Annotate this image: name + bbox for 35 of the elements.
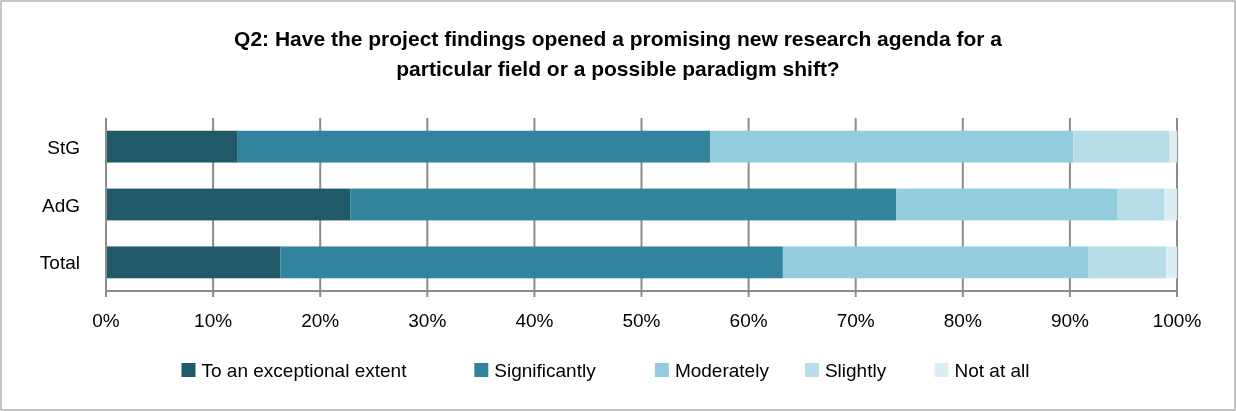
bar (237, 130, 711, 163)
legend-label: Not at all (954, 360, 1030, 381)
y-tick-label: AdG (41, 194, 80, 216)
x-tick-label: 0% (92, 310, 120, 331)
x-tick-label: 60% (729, 310, 768, 331)
bar (1088, 246, 1167, 279)
x-tick-label: 50% (622, 310, 661, 331)
bar (106, 130, 238, 163)
legend-label: To an exceptional extent (201, 360, 408, 381)
x-tick-label: 10% (194, 310, 233, 331)
bar (1117, 188, 1165, 221)
chart-title: Q2: Have the project findings opened a promising new research agenda for a particular field or a possible paradigm shift? (234, 27, 1003, 80)
legend-label: Moderately (674, 360, 770, 381)
x-tick-label: 30% (408, 310, 447, 331)
x-tick-label: 80% (943, 310, 982, 331)
bar (896, 188, 1118, 221)
y-tick-label: Total (39, 252, 80, 274)
bar (1169, 130, 1177, 163)
bar (1073, 130, 1170, 163)
bar (106, 246, 281, 279)
x-tick-label: 40% (515, 310, 554, 331)
legend-label: Slightly (824, 360, 887, 381)
bar (1164, 188, 1177, 221)
bar (280, 246, 783, 279)
bar (1166, 246, 1177, 279)
x-tick-label: 90% (1050, 310, 1090, 331)
legend-label: Significantly (494, 360, 597, 381)
bar (350, 188, 897, 221)
bar (782, 246, 1089, 279)
bar (106, 188, 351, 221)
x-tick-label: 100% (1152, 310, 1202, 331)
bar (710, 130, 1074, 163)
x-tick-label: 20% (301, 310, 340, 331)
y-tick-label: StG (47, 136, 80, 158)
x-tick-label: 70% (836, 310, 875, 331)
